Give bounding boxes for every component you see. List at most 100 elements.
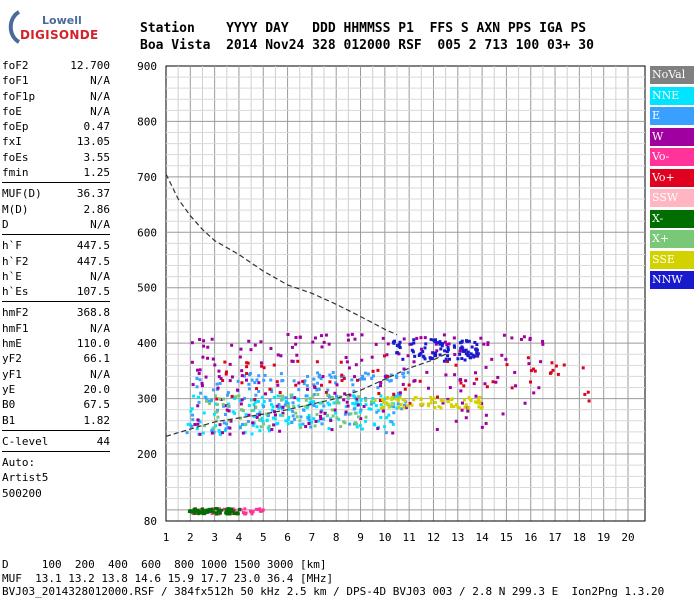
echo-point-e [247,387,251,391]
echo-point-x [315,413,319,417]
echo-point-e [241,422,245,426]
echo-point-w [453,373,457,377]
echo-point-e [312,383,316,387]
echo-point-w [500,353,504,357]
echo-point-e [250,378,254,382]
echo-point-e [285,401,289,405]
echo-point-vo [222,507,226,511]
echo-point-w [190,360,194,364]
echo-point-w [444,373,448,377]
echo-point-x [231,509,235,513]
echo-point-sse [402,405,406,409]
echo-point-e [290,420,294,424]
echo-point-e [270,390,274,394]
echo-point-nnw [466,353,470,357]
echo-point-x [279,394,283,398]
echo-point-nne [317,419,321,423]
echo-point-w [198,432,202,436]
echo-point-e [362,377,366,381]
param-row: h`Es 107.5 [2,284,110,299]
param-value: 447.5 [76,239,110,253]
echo-point-w [454,419,458,423]
echo-point-w [249,348,253,352]
echo-point-w [240,398,244,402]
echo-point-nnw [401,357,405,361]
echo-point-sse [382,405,386,409]
echo-point-e [212,430,216,434]
param-name: B1 [2,413,16,427]
legend-item: SSE [650,250,694,269]
echo-point-vo [586,390,590,394]
echo-point-nnw [474,347,478,351]
echo-point-e [320,422,324,426]
echo-point-vo [250,512,254,516]
echo-point-e [371,374,375,378]
param-row: fmin 1.25 [2,165,110,180]
echo-point-vo [324,390,328,394]
echo-point-nnw [442,359,446,363]
echo-point-w [217,369,221,373]
echo-point-vo [255,387,259,391]
param-row: h`F 447.5 [2,238,110,253]
param-value: 44 [96,434,110,448]
echo-point-w [541,342,545,346]
echo-point-vo [340,373,344,377]
echo-point-e [280,379,284,383]
echo-point-e [307,417,311,421]
echo-point-w [474,394,478,398]
echo-point-x [308,397,312,401]
param-row: yE 20.0 [2,382,110,397]
echo-point-nnw [438,342,442,346]
param-name: h`F2 [2,254,29,268]
echo-point-x [241,409,245,413]
echo-point-nne [344,405,348,409]
echo-point-w [480,402,484,406]
echo-point-sse [452,405,456,409]
param-value: 110.0 [76,337,110,351]
echo-point-w [514,384,518,388]
echo-point-x [304,404,308,408]
param-row: B0 67.5 [2,397,110,412]
echo-point-x [279,398,283,402]
echo-point-x [326,393,330,397]
echo-point-e [326,388,330,392]
echo-point-e [329,375,333,379]
echo-point-vo [262,366,266,370]
echo-point-e [279,405,283,409]
echo-point-nne [329,417,333,421]
echo-point-nne [379,415,383,419]
echo-point-nne [260,395,264,399]
echo-point-w [435,427,439,431]
param-name: yE [2,382,16,396]
echo-point-vo [485,385,489,389]
echo-point-e [291,414,295,418]
echo-point-e [352,389,356,393]
echo-point-w [435,349,439,353]
echo-point-e [291,401,295,405]
echo-point-vo [403,387,407,391]
echo-point-vo [254,507,258,511]
echo-point-x [204,508,208,512]
echo-point-nne [189,409,193,413]
echo-point-nne [337,417,341,421]
echo-point-nne [261,403,265,407]
echo-point-x [214,512,218,516]
echo-point-e [322,404,326,408]
echo-point-sse [398,396,402,400]
header-values: Boa Vista 2014 Nov24 328 012000 RSF 005 … [140,38,594,53]
echo-point-w [402,367,406,371]
echo-point-x [222,397,226,401]
legend-item: X+ [650,230,694,248]
echo-point-sse [462,398,466,402]
echo-point-nne [308,419,312,423]
logo-digisonde-text: DIGISONDE [20,28,99,42]
echo-point-w [278,429,282,433]
param-row: hmF1 N/A [2,321,110,336]
echo-point-e [246,419,250,423]
y-tick-label: 600 [137,226,157,239]
param-name: foF2 [2,59,29,72]
echo-point-sse [386,402,390,406]
echo-point-x [250,409,254,413]
echo-point-w [321,375,325,379]
param-value: 13.05 [76,135,110,149]
